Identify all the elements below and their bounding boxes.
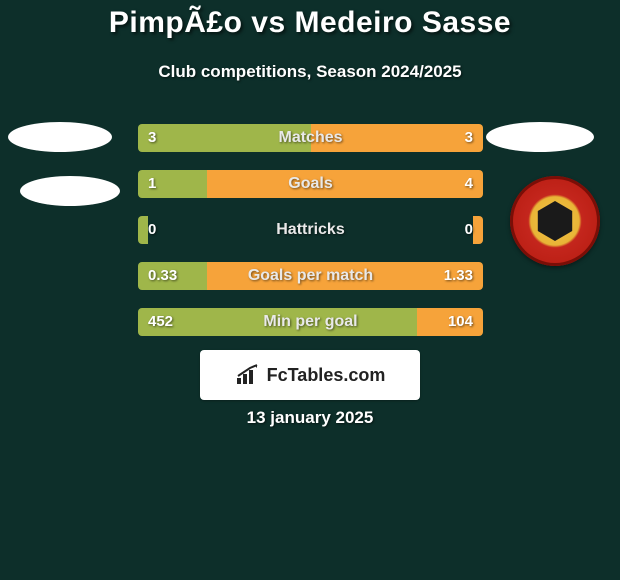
player-left-flag <box>20 176 120 206</box>
player-left-avatar <box>8 122 112 152</box>
chart-icon <box>235 364 261 386</box>
stat-row: 452104Min per goal <box>138 308 483 336</box>
stat-bars: 33Matches 14Goals 00Hattricks 0.331.33Goals… <box>138 124 483 354</box>
stat-row: 00Hattricks <box>138 216 483 244</box>
stat-label: Goals per match <box>138 262 483 290</box>
date-label: 13 january 2025 <box>0 408 620 428</box>
stat-row: 14Goals <box>138 170 483 198</box>
stats-card: PimpÃ£o vs Medeiro Sasse Club competitio… <box>0 0 620 580</box>
stat-row: 33Matches <box>138 124 483 152</box>
logo-box: FcTables.com <box>200 350 420 400</box>
stat-label: Hattricks <box>138 216 483 244</box>
logo-text: FcTables.com <box>267 365 386 386</box>
stat-label: Matches <box>138 124 483 152</box>
club-badge <box>510 176 600 266</box>
stat-row: 0.331.33Goals per match <box>138 262 483 290</box>
player-right-avatar <box>486 122 594 152</box>
subtitle: Club competitions, Season 2024/2025 <box>0 62 620 82</box>
page-title: PimpÃ£o vs Medeiro Sasse <box>0 6 620 40</box>
stat-label: Min per goal <box>138 308 483 336</box>
stat-label: Goals <box>138 170 483 198</box>
